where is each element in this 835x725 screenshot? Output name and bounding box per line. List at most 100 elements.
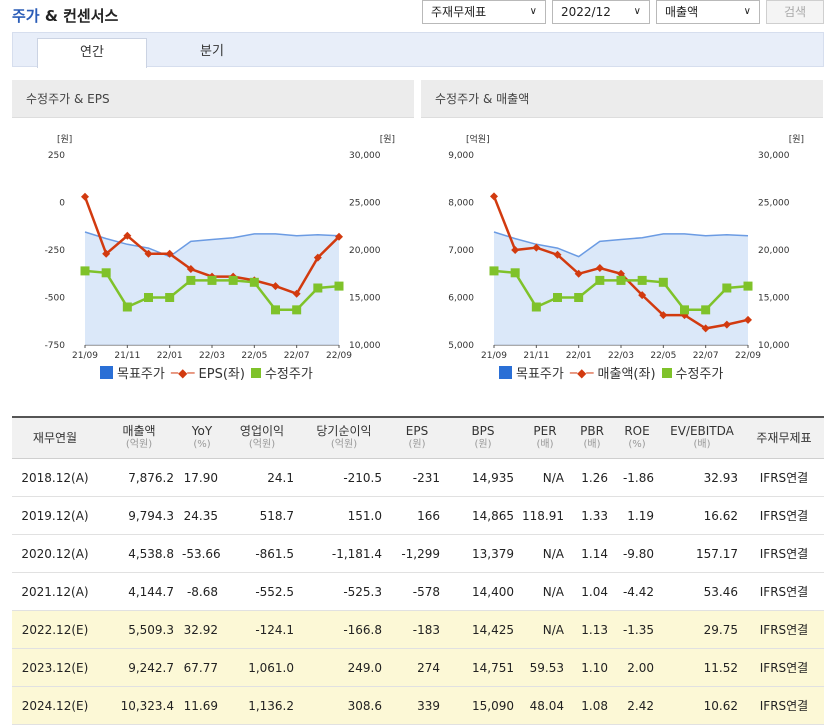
- x-tick-label: 22/07: [693, 351, 719, 360]
- table-cell: 14,865: [446, 496, 520, 535]
- x-tick-label: 21/09: [481, 351, 507, 360]
- right-tick-label: 15,000: [349, 294, 381, 304]
- eps-point: [271, 282, 280, 291]
- table-cell: 339: [388, 686, 446, 725]
- adjusted-price-point: [186, 275, 196, 285]
- top-bar: 주가 & 컨센서스 주재무제표 ∨ 2022/12 ∨ 매출액 ∨ 검색: [0, 0, 835, 30]
- x-tick-label: 22/05: [650, 351, 676, 360]
- chart-legend: 목표주가 ─◆─ 매출액(좌) 수정주가: [499, 363, 723, 382]
- right-tick-label: 20,000: [758, 246, 790, 256]
- legend-swatch-target: [100, 366, 113, 379]
- metric-select[interactable]: 매출액 ∨: [656, 0, 760, 24]
- table-cell: IFRS연결: [744, 458, 824, 497]
- adjusted-price-point: [207, 275, 217, 285]
- column-header-unit: (배): [693, 439, 711, 450]
- x-tick-label: 22/03: [608, 351, 634, 360]
- x-tick-label: 22/05: [241, 351, 267, 360]
- table-cell: IFRS연결: [744, 572, 824, 611]
- column-header: 재무연월: [12, 416, 98, 459]
- tab-quarterly[interactable]: 분기: [200, 44, 224, 59]
- table-cell: 1.26: [570, 458, 614, 497]
- adjusted-price-point: [313, 283, 323, 293]
- table-cell: 1.33: [570, 496, 614, 535]
- period-select[interactable]: 2022/12 ∨: [552, 0, 650, 24]
- right-tick-label: 10,000: [349, 341, 381, 351]
- adjusted-price-point: [249, 277, 259, 287]
- page-title: 주가 & 컨센서스: [12, 5, 118, 26]
- adjusted-price-point: [334, 281, 344, 291]
- table-cell: -578: [388, 572, 446, 611]
- search-button[interactable]: 검색: [766, 0, 824, 24]
- right-axis-unit: [원]: [789, 134, 804, 145]
- tab-annual[interactable]: 연간: [37, 38, 147, 68]
- table-cell: 1.08: [570, 686, 614, 725]
- column-header: 주재무제표: [744, 416, 824, 459]
- column-header-unit: (%): [193, 439, 211, 450]
- table-cell: -525.3: [300, 572, 388, 611]
- right-tick-label: 10,000: [758, 341, 790, 351]
- sales-point: [722, 320, 731, 329]
- report-type-select[interactable]: 주재무제표 ∨: [422, 0, 546, 24]
- adjusted-price-point: [80, 266, 90, 276]
- table-cell: 10,323.4: [98, 686, 180, 725]
- column-header-label: YoY: [191, 424, 213, 438]
- legend-eps: EPS(좌): [198, 367, 245, 382]
- column-header-unit: (억원): [330, 439, 358, 450]
- table-cell: 308.6: [300, 686, 388, 725]
- table-cell: -4.42: [614, 572, 660, 611]
- table-cell: 274: [388, 648, 446, 687]
- table-cell: 10.62: [660, 686, 744, 725]
- table-cell: 1.14: [570, 534, 614, 573]
- table-cell: 4,538.8: [98, 534, 180, 573]
- period-tabs: 연간 분기: [12, 32, 824, 68]
- table-cell: N/A: [520, 572, 570, 611]
- column-header: 매출액 (억원): [98, 416, 180, 459]
- chart-legend: 목표주가 ─◆─ EPS(좌) 수정주가: [100, 363, 313, 382]
- table-row: 2020.12(A) 4,538.8 -53.66 -861.5 -1,181.4 -1,…: [12, 534, 824, 573]
- x-tick-label: 21/11: [114, 351, 140, 360]
- eps-point: [186, 265, 195, 273]
- table-cell: 249.0: [300, 648, 388, 687]
- adjusted-price-point: [595, 275, 605, 285]
- left-tick-label: 9,000: [448, 151, 474, 161]
- table-cell: 32.93: [660, 458, 744, 497]
- column-header-label: 당기순이익: [316, 424, 372, 438]
- eps-point: [144, 249, 153, 258]
- column-header: YoY (%): [180, 416, 224, 459]
- column-header-unit: (배): [583, 439, 601, 450]
- chart-title: 수정주가 & EPS: [12, 80, 414, 118]
- table-cell: 1,136.2: [224, 686, 300, 725]
- eps-point: [335, 232, 343, 241]
- sales-point: [659, 311, 668, 320]
- column-header-label: EV/EBITDA: [670, 424, 734, 438]
- table-cell: 2024.12(E): [12, 686, 98, 725]
- legend-swatch-target: [499, 366, 512, 379]
- legend-marker-eps: ─◆─: [170, 365, 195, 380]
- target-price-area: [85, 232, 339, 345]
- table-cell: 15,090: [446, 686, 520, 725]
- table-cell: 9,794.3: [98, 496, 180, 535]
- sales-point: [701, 324, 710, 333]
- adjusted-price-point: [658, 277, 668, 287]
- table-cell: 11.69: [180, 686, 224, 725]
- table-cell: 4,144.7: [98, 572, 180, 611]
- table-cell: 1.10: [570, 648, 614, 687]
- table-cell: 53.46: [660, 572, 744, 611]
- table-cell: 1.19: [614, 496, 660, 535]
- adjusted-price-point: [680, 305, 689, 315]
- table-cell: N/A: [520, 534, 570, 573]
- table-cell: 518.7: [224, 496, 300, 535]
- table-cell: 2019.12(A): [12, 496, 98, 535]
- table-cell: 67.77: [180, 648, 224, 687]
- table-cell: 24.35: [180, 496, 224, 535]
- left-tick-label: 6,000: [448, 294, 474, 304]
- table-row: 2023.12(E) 9,242.7 67.77 1,061.0 249.0 274 14,…: [12, 648, 824, 687]
- table-cell: -1.86: [614, 458, 660, 497]
- table-cell: 14,425: [446, 610, 520, 649]
- legend-sales: 매출액(좌): [597, 367, 656, 382]
- table-cell: IFRS연결: [744, 534, 824, 573]
- table-cell: -124.1: [224, 610, 300, 649]
- adjusted-price-point: [553, 293, 562, 302]
- table-cell: 16.62: [660, 496, 744, 535]
- table-cell: 48.04: [520, 686, 570, 725]
